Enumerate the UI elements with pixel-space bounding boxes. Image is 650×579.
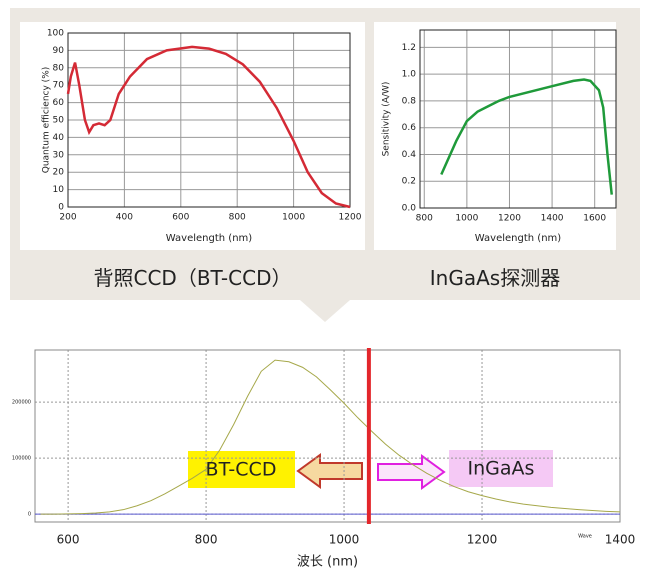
x-tick-label: 1400 xyxy=(605,533,636,547)
x-tick-label: 1000 xyxy=(455,214,478,224)
y-tick-label: 60 xyxy=(53,98,65,108)
x-tick-label: 800 xyxy=(416,214,433,224)
annotation: BT-CCD xyxy=(206,459,277,481)
y-tick-label: 0.8 xyxy=(402,96,417,106)
x-axis-label: Wavelength (nm) xyxy=(475,233,561,244)
y-tick-label: 0 xyxy=(28,512,31,518)
y-tick-label: 200000 xyxy=(12,400,31,406)
ingaas-box xyxy=(449,450,553,487)
x-unit-tag: Wave xyxy=(578,534,592,540)
y-tick-label: 10 xyxy=(53,185,65,195)
y-axis-label: Sensitivity (A/W) xyxy=(382,82,392,157)
y-tick-label: 50 xyxy=(53,116,65,126)
y-tick-label: 1.2 xyxy=(402,43,416,53)
right-card xyxy=(374,22,616,250)
y-tick-label: 90 xyxy=(53,46,65,56)
x-tick-label: 400 xyxy=(116,213,133,223)
plot-frame xyxy=(419,29,617,209)
x-tick-label: 1200 xyxy=(498,214,521,224)
data-line xyxy=(440,78,613,195)
data-line xyxy=(40,359,621,515)
y-tick-label: 0.4 xyxy=(402,150,417,160)
x-tick-label: 600 xyxy=(57,533,80,547)
x-tick-label: 1200 xyxy=(339,213,362,223)
x-tick-label: 1600 xyxy=(583,214,606,224)
right-arrow xyxy=(377,454,446,490)
y-axis-label: Quantum efficiency (%) xyxy=(42,67,52,174)
x-axis-label: Wavelength (nm) xyxy=(166,233,252,244)
x-tick-label: 800 xyxy=(195,533,218,547)
y-tick-label: 40 xyxy=(53,133,65,143)
caption: 背照CCD（BT-CCD） xyxy=(93,266,292,290)
y-tick-label: 30 xyxy=(53,150,65,160)
y-tick-label: 0 xyxy=(58,203,64,213)
caption: InGaAs探测器 xyxy=(429,266,561,290)
data-line xyxy=(66,45,351,209)
x-axis-label: 波长 (nm) xyxy=(297,555,358,570)
y-tick-label: 70 xyxy=(53,81,65,91)
y-tick-label: 100000 xyxy=(12,456,31,462)
y-tick-label: 0.6 xyxy=(402,123,417,133)
down-chevron xyxy=(300,300,350,322)
x-tick-label: 200 xyxy=(59,213,76,223)
y-tick-label: 0.0 xyxy=(402,204,417,214)
x-tick-label: 1000 xyxy=(282,213,305,223)
y-tick-label: 100 xyxy=(47,29,64,39)
x-tick-label: 600 xyxy=(172,213,189,223)
left-arrow xyxy=(296,453,363,489)
y-tick-label: 1.0 xyxy=(402,70,417,80)
left-card xyxy=(20,22,365,250)
x-tick-label: 1000 xyxy=(329,533,360,547)
plot-frame xyxy=(67,32,351,208)
x-tick-label: 1200 xyxy=(467,533,498,547)
x-tick-label: 1400 xyxy=(541,214,564,224)
annotation: InGaAs xyxy=(468,458,535,480)
plot-frame xyxy=(34,349,621,523)
y-tick-label: 20 xyxy=(53,168,65,178)
y-tick-label: 80 xyxy=(53,63,65,73)
x-tick-label: 800 xyxy=(229,213,246,223)
y-tick-label: 0.2 xyxy=(402,177,416,187)
